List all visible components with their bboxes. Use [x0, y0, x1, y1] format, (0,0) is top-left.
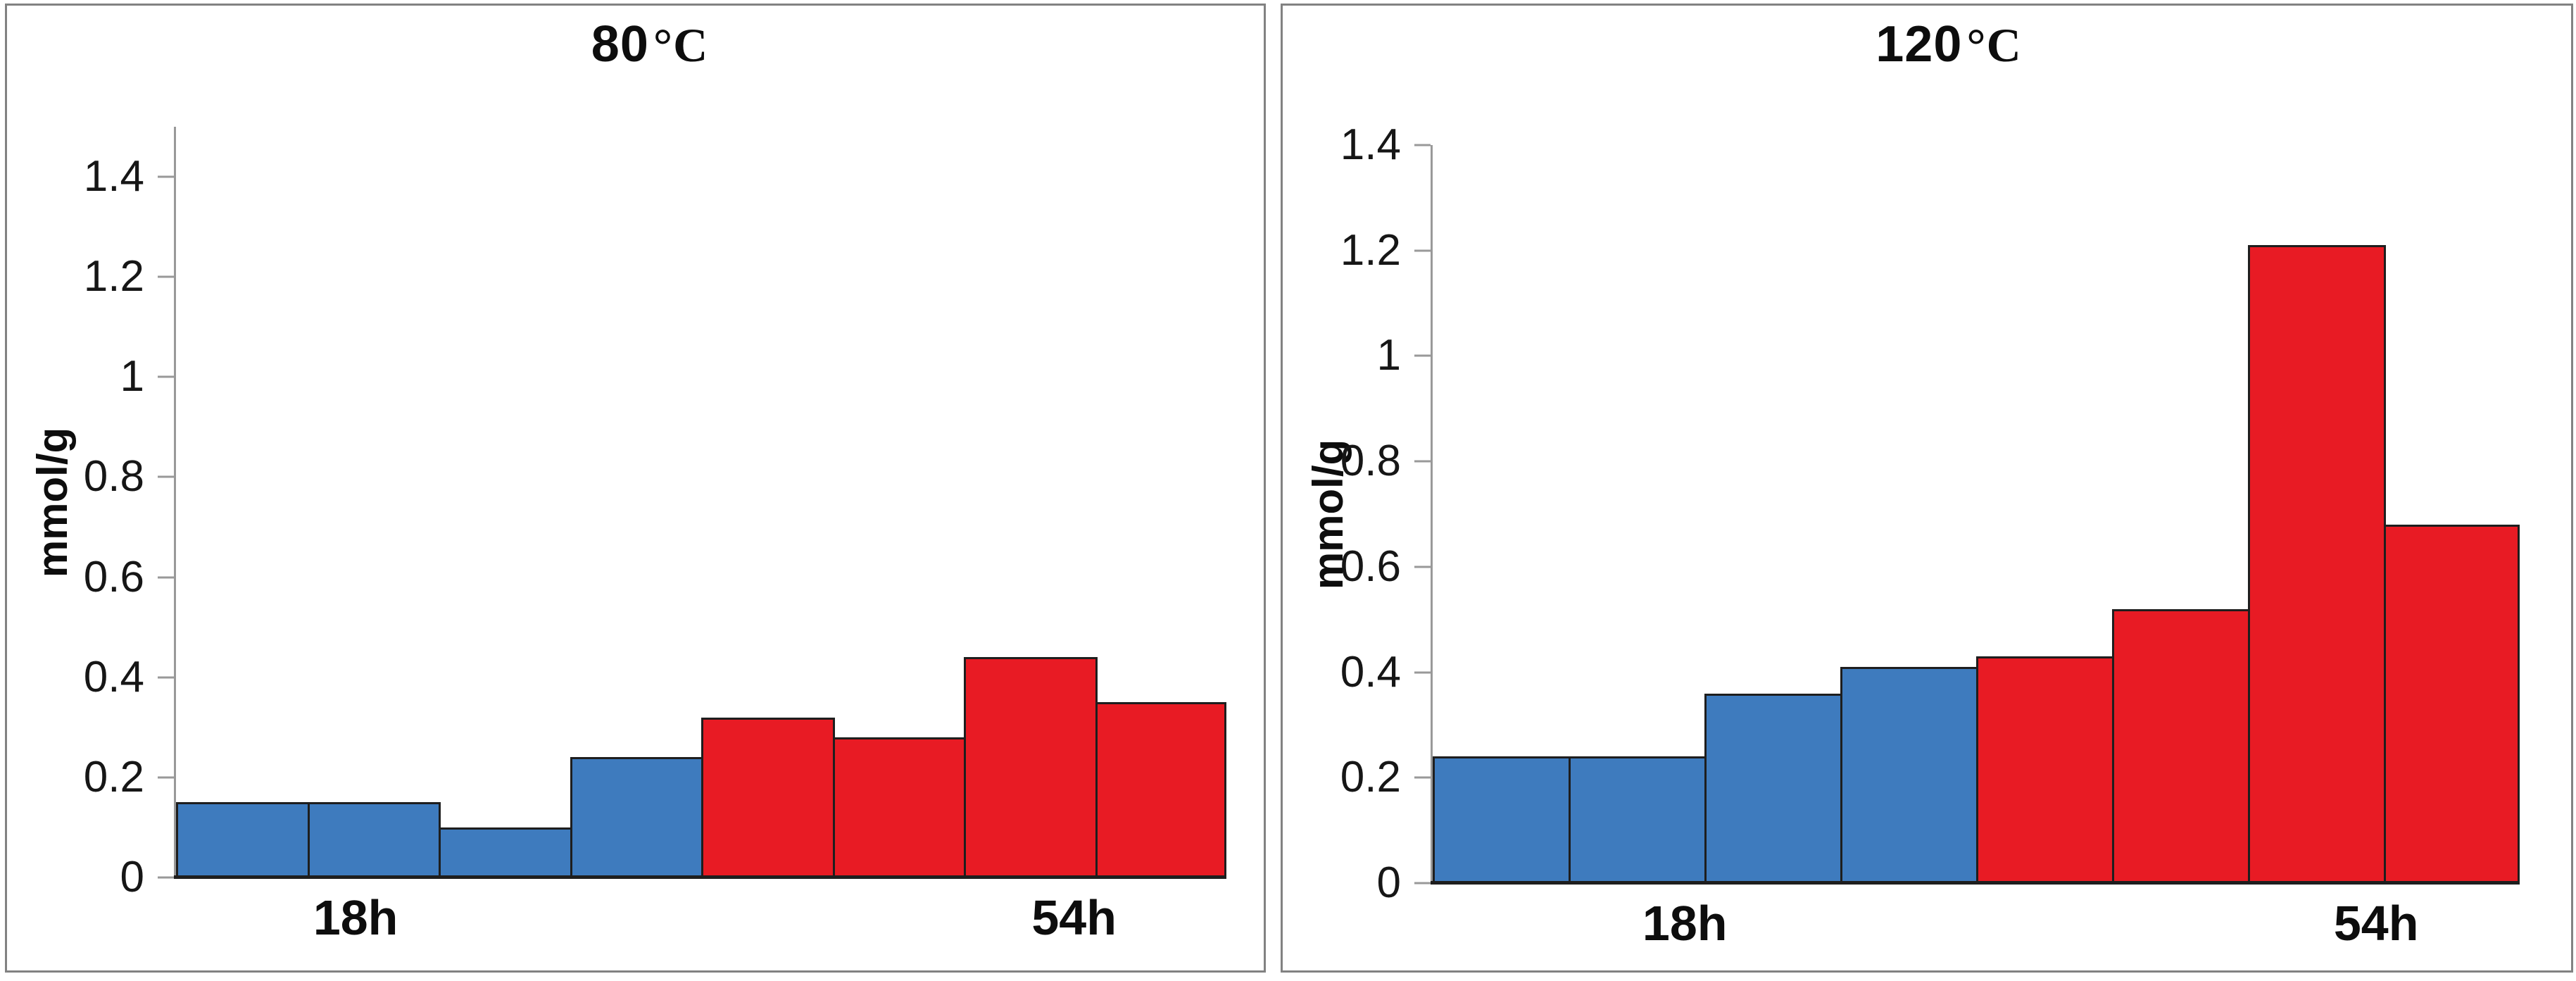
y-tick-mark	[158, 676, 174, 679]
bar	[176, 802, 310, 877]
y-tick-mark	[1414, 882, 1431, 885]
y-tick-label: 0.8	[1340, 437, 1401, 486]
x-axis-line	[1431, 881, 2520, 885]
y-tick-mark	[1414, 671, 1431, 674]
y-tick-mark	[158, 776, 174, 779]
y-tick-mark	[1414, 566, 1431, 568]
y-tick-label: 1.2	[83, 252, 144, 301]
chart-title: 120°C	[1405, 15, 2492, 73]
y-tick-mark	[1414, 144, 1431, 146]
y-tick-labels: 0 0.2 0.4 0.6 0.8 1 1.2 1.4	[1283, 123, 1401, 905]
y-tick-label: 1.2	[1340, 225, 1401, 275]
bar	[307, 802, 441, 877]
bar	[2112, 608, 2250, 883]
y-tick-mark	[158, 475, 174, 478]
bar	[1840, 667, 1978, 883]
y-tick-label: 0.2	[1340, 753, 1401, 802]
y-tick-label: 0.4	[83, 652, 144, 701]
y-tick-mark	[158, 375, 174, 378]
y-tick-label: 1	[120, 352, 144, 401]
y-tick-mark	[1414, 776, 1431, 779]
y-tick-label: 0.6	[83, 552, 144, 601]
chart-panel-80c: 80°C mmol/g 0 0.2 0.4 0.6 0.8 1 1.2 1.4 18h 54h	[5, 4, 1266, 973]
bar	[1433, 756, 1571, 883]
bar	[439, 827, 572, 877]
chart-title-unit: °C	[1966, 18, 2022, 72]
x-tick-label: 18h	[1642, 896, 1728, 951]
y-tick-mark	[158, 876, 174, 879]
y-tick-label: 0.8	[83, 452, 144, 501]
bar	[570, 757, 703, 877]
y-tick-label: 0	[120, 853, 144, 901]
y-tick-label: 0.2	[83, 752, 144, 801]
x-tick-label: 18h	[313, 890, 398, 945]
x-axis-line	[174, 875, 1226, 879]
chart-title-number: 80	[591, 16, 649, 73]
y-tick-mark	[158, 275, 174, 278]
y-tick-mark	[1414, 354, 1431, 357]
bar	[1704, 693, 1842, 883]
bar	[1569, 756, 1707, 883]
bar	[1976, 656, 2114, 883]
y-tick-label: 0.6	[1340, 542, 1401, 591]
y-tick-label: 1.4	[1340, 120, 1401, 169]
y-tick-mark	[1414, 249, 1431, 252]
y-tick-label: 0	[1376, 858, 1401, 907]
bar	[964, 657, 1098, 877]
plot-area: 18h 54h	[1414, 144, 2520, 948]
chart-title-unit: °C	[653, 18, 709, 72]
x-tick-label: 54h	[2333, 896, 2419, 951]
y-tick-label: 1	[1376, 331, 1401, 380]
bar	[832, 737, 966, 877]
bar	[1095, 702, 1226, 877]
y-tick-mark	[1414, 460, 1431, 463]
chart-title: 80°C	[125, 15, 1175, 73]
y-tick-mark	[158, 175, 174, 178]
x-tick-label: 54h	[1031, 890, 1117, 945]
chart-panel-120c: 120°C mmol/g 0 0.2 0.4 0.6 0.8 1 1.2 1.4 18h 54h	[1281, 4, 2573, 973]
y-tick-label: 1.4	[83, 152, 144, 201]
bar	[701, 717, 835, 877]
y-tick-labels: 0 0.2 0.4 0.6 0.8 1 1.2 1.4	[7, 127, 144, 899]
chart-title-number: 120	[1876, 16, 1963, 73]
y-tick-mark	[158, 576, 174, 579]
plot-area: 18h 54h	[158, 127, 1226, 942]
bar	[2248, 245, 2386, 883]
bar	[2384, 524, 2520, 883]
y-tick-label: 0.4	[1340, 647, 1401, 696]
